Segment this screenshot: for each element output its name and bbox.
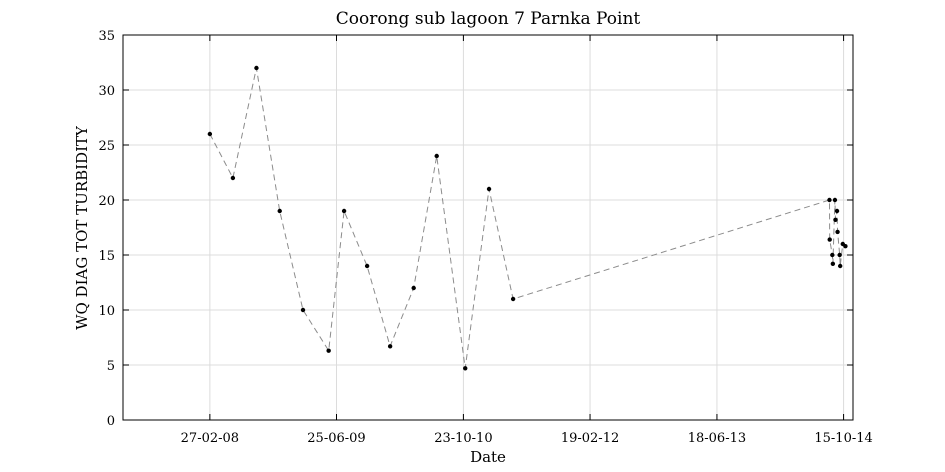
y-tick-label: 35	[98, 29, 115, 44]
y-axis-label: WQ DIAG TOT TURBIDITY	[73, 125, 91, 330]
x-tick-label: 23-10-10	[434, 431, 492, 446]
data-point	[341, 208, 347, 214]
data-point	[834, 208, 840, 214]
y-tick-label: 0	[107, 414, 115, 429]
plot-frame	[122, 34, 854, 421]
data-point	[387, 344, 393, 349]
y-tick-label: 10	[98, 304, 115, 319]
x-tick-label: 27-02-08	[181, 431, 239, 446]
data-point	[230, 175, 236, 181]
data-point	[463, 366, 468, 371]
series-line	[209, 67, 846, 369]
y-tick-label: 30	[98, 84, 115, 99]
data-point	[837, 252, 842, 258]
data-point	[207, 131, 213, 137]
data-point	[486, 186, 492, 192]
data-point	[837, 263, 843, 269]
data-point	[277, 208, 282, 214]
data-point	[300, 307, 306, 313]
data-series	[207, 65, 848, 371]
x-axis-label: Date	[470, 448, 506, 466]
data-point	[827, 197, 832, 203]
data-point	[254, 65, 259, 71]
x-tick-label: 19-02-12	[561, 431, 619, 446]
data-point	[434, 153, 439, 159]
data-point	[830, 261, 836, 266]
data-point	[326, 348, 331, 353]
y-tick-label: 25	[98, 139, 115, 154]
y-tick-label: 20	[98, 194, 115, 209]
x-tick-label: 18-06-13	[688, 431, 746, 446]
data-point	[830, 252, 835, 258]
data-point	[833, 217, 838, 222]
data-point	[510, 296, 516, 302]
grid-lines	[123, 34, 853, 421]
x-tick-label: 15-10-14	[814, 431, 872, 446]
x-tick-label: 25-06-09	[307, 431, 365, 446]
data-point	[364, 263, 370, 269]
axis-ticks: 0 5 10 15 20 25 30 35 27-02-08 25-06-09 23-10-10 19…	[98, 29, 872, 446]
data-point	[835, 229, 840, 235]
chart-title: Coorong sub lagoon 7 Parnka Point	[336, 9, 641, 29]
y-tick-label: 15	[98, 249, 115, 264]
data-point	[411, 285, 416, 291]
data-point	[827, 237, 832, 242]
data-point	[832, 197, 838, 203]
data-point	[843, 244, 848, 249]
y-tick-label: 5	[107, 359, 115, 374]
